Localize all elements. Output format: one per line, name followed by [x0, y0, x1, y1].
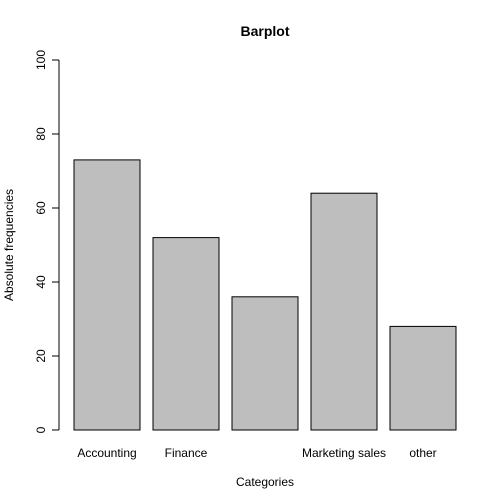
bars: [73, 159, 457, 431]
y-tick-label: 60: [34, 201, 48, 215]
y-axis: 0 20 40 60 80 100: [34, 50, 60, 433]
x-tick-label: Marketing sales: [302, 446, 386, 460]
bar: [152, 237, 220, 431]
y-tick-label: 100: [34, 50, 48, 70]
y-tick-label: 20: [34, 349, 48, 363]
y-axis-ticks: 0 20 40 60 80 100: [34, 50, 59, 433]
x-axis-tick-labels: Accounting Finance Marketing sales other: [77, 446, 436, 460]
bar: [310, 192, 378, 431]
y-tick-label: 0: [34, 426, 48, 433]
bar: [389, 325, 457, 431]
bar: [231, 296, 299, 431]
chart-title: Barplot: [241, 23, 290, 39]
x-tick-label: other: [409, 446, 436, 460]
x-tick-label: Accounting: [77, 446, 136, 460]
x-tick-label: Finance: [165, 446, 208, 460]
x-axis-label: Categories: [236, 475, 294, 489]
y-tick-label: 40: [34, 275, 48, 289]
y-tick-label: 80: [34, 127, 48, 141]
y-axis-label: Absolute frequencies: [2, 189, 16, 301]
bar: [73, 159, 141, 431]
